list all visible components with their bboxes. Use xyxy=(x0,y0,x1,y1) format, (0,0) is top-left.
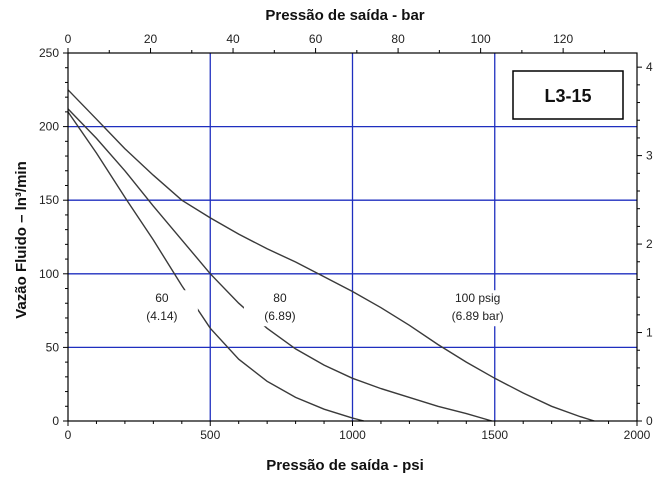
x-tick-label-4: 2000 xyxy=(624,428,651,442)
y2-tick-label-0: 0 xyxy=(646,414,653,428)
x2-tick-label-4: 80 xyxy=(391,32,405,46)
series-label-bg-0 xyxy=(125,290,198,327)
x2-tick-label-2: 40 xyxy=(226,32,240,46)
grid-lines xyxy=(68,53,637,421)
tick-marks xyxy=(63,48,642,426)
x2-tick-label-0: 0 xyxy=(65,32,72,46)
series-sublabel-0: (4.14) xyxy=(146,309,177,323)
series-line-2 xyxy=(67,89,595,422)
y2-tick-label-4: 4 xyxy=(646,60,653,74)
curve-labels: 60 (4.14) 80 (6.89) 100 psig (6.89 bar) xyxy=(125,290,514,327)
y-tick-label-5: 250 xyxy=(39,46,59,60)
series-sublabel-2: (6.89 bar) xyxy=(452,309,504,323)
x-tick-label-0: 0 xyxy=(65,428,72,442)
flow-curves xyxy=(67,89,595,422)
series-line-1 xyxy=(67,108,493,422)
left-axis-title: Vazão Fluido – ln³/min xyxy=(13,161,30,319)
series-line-0 xyxy=(67,111,365,422)
x2-tick-label-1: 20 xyxy=(144,32,158,46)
y2-tick-label-3: 3 xyxy=(646,149,653,163)
series-sublabel-1: (6.89) xyxy=(264,309,295,323)
x2-tick-label-3: 60 xyxy=(309,32,323,46)
x2-tick-label-6: 120 xyxy=(553,32,573,46)
series-label-2: 100 psig xyxy=(455,291,500,305)
x-tick-label-2: 1000 xyxy=(339,428,366,442)
y2-tick-label-2: 2 xyxy=(646,237,653,251)
x2-tick-label-5: 100 xyxy=(471,32,491,46)
y-tick-label-0: 0 xyxy=(52,414,59,428)
model-label: L3-15 xyxy=(544,86,591,106)
top-axis-title: Pressão de saída - bar xyxy=(265,7,424,24)
bottom-axis-title: Pressão de saída - psi xyxy=(266,457,424,474)
series-label-1: 80 xyxy=(273,291,287,305)
x-tick-label-1: 500 xyxy=(200,428,220,442)
y-tick-label-4: 200 xyxy=(39,120,59,134)
y-tick-label-2: 100 xyxy=(39,267,59,281)
x-tick-label-3: 1500 xyxy=(481,428,508,442)
y2-tick-label-1: 1 xyxy=(646,326,653,340)
y-tick-label-3: 150 xyxy=(39,193,59,207)
series-label-bg-2 xyxy=(441,290,514,327)
series-label-0: 60 xyxy=(155,291,169,305)
model-label-box xyxy=(512,70,624,120)
series-label-bg-1 xyxy=(243,290,316,327)
y-tick-label-1: 50 xyxy=(46,340,60,354)
